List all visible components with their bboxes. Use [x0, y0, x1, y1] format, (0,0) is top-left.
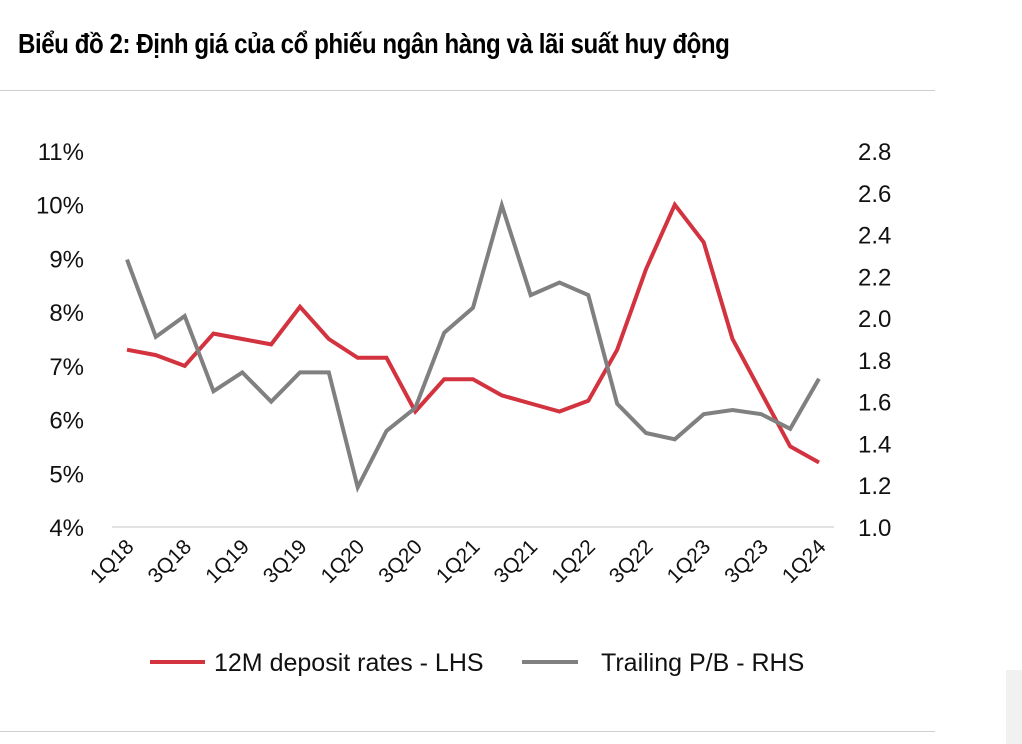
left-tick-label: 4%	[49, 515, 84, 542]
x-tick-label: 1Q19	[201, 535, 254, 588]
series-layer	[125, 198, 821, 493]
legend-label-trailing-pb: Trailing P/B - RHS	[601, 649, 804, 677]
right-tick-label: 2.0	[858, 306, 891, 333]
right-axis-ticks: 1.0 1.2 1.4 1.6 1.8 2.0 2.2 2.4 2.6 2.8	[858, 139, 891, 542]
trailing-pb-line	[125, 198, 821, 493]
x-tick-label: 1Q24	[778, 535, 831, 588]
x-tick-label: 3Q21	[490, 535, 543, 588]
chart-title: Biểu đồ 2: Định giá của cổ phiếu ngân hà…	[18, 28, 730, 59]
x-tick-label: 1Q21	[432, 535, 485, 588]
x-tick-label: 3Q19	[259, 535, 312, 588]
left-tick-label: 5%	[49, 461, 84, 488]
left-tick-label: 7%	[49, 354, 84, 381]
left-tick-label: 8%	[49, 300, 84, 327]
bottom-divider	[0, 731, 935, 732]
right-tick-label: 1.8	[858, 348, 891, 375]
x-tick-label: 3Q23	[720, 535, 773, 588]
x-tick-label: 1Q20	[317, 535, 370, 588]
deposit-rates-line	[126, 200, 820, 465]
x-tick-label: 1Q22	[547, 535, 600, 588]
right-tick-label: 1.0	[858, 515, 891, 542]
right-tick-label: 2.6	[858, 181, 891, 208]
x-axis-ticks: 1Q18 3Q18 1Q19 3Q19 1Q20 3Q20 1Q21 3Q21 1Q22 3Q22…	[86, 535, 831, 588]
right-tick-label: 2.8	[858, 139, 891, 166]
left-tick-label: 10%	[36, 193, 84, 220]
x-tick-label: 1Q23	[663, 535, 716, 588]
right-tick-label: 1.4	[858, 431, 891, 458]
x-tick-label: 3Q18	[144, 535, 197, 588]
x-tick-label: 3Q22	[605, 535, 658, 588]
x-tick-label: 1Q18	[86, 535, 139, 588]
x-tick-label: 3Q20	[374, 535, 427, 588]
legend: 12M deposit rates - LHS Trailing P/B - R…	[150, 649, 804, 677]
right-tick-label: 2.2	[858, 264, 891, 291]
left-axis-ticks: 4% 5% 6% 7% 8% 9% 10% 11%	[36, 139, 84, 542]
right-tick-label: 2.4	[858, 223, 891, 250]
legend-label-deposit-rates: 12M deposit rates - LHS	[214, 649, 484, 677]
left-tick-label: 11%	[38, 139, 84, 166]
right-tick-label: 1.2	[858, 473, 891, 500]
page-edge	[1006, 670, 1022, 744]
left-tick-label: 6%	[49, 408, 84, 435]
top-divider	[0, 90, 935, 91]
right-tick-label: 1.6	[858, 390, 891, 417]
left-tick-label: 9%	[49, 246, 84, 273]
